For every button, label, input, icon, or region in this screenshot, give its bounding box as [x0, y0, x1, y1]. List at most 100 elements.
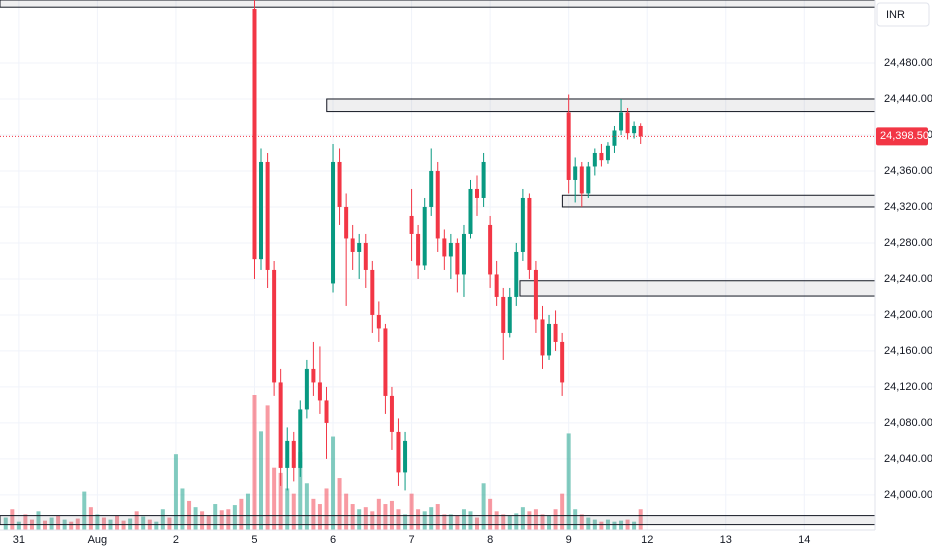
volume-bar	[409, 493, 414, 530]
volume-bar	[226, 509, 231, 530]
y-tick-label: 24,000.00	[884, 489, 932, 501]
volume-bar	[501, 514, 506, 530]
volume-bar	[547, 515, 552, 530]
candle-body	[409, 215, 414, 234]
y-tick-label: 24,240.00	[884, 273, 932, 285]
volume-bar	[331, 436, 336, 530]
volume-bar	[298, 452, 303, 530]
x-tick-label: 5	[251, 534, 257, 546]
volume-bar	[121, 520, 126, 530]
candle-body	[376, 314, 381, 329]
candle-body	[488, 224, 493, 275]
y-tick-label: 24,120.00	[884, 381, 932, 393]
volume-bar	[16, 521, 21, 530]
candle-body	[298, 409, 303, 468]
volume-bar	[507, 515, 512, 530]
candle-body	[520, 197, 525, 252]
candle-body	[389, 395, 394, 432]
volume-bar	[101, 517, 106, 530]
volume-bar	[141, 516, 146, 530]
candle-body	[540, 319, 545, 356]
volume-bar	[403, 514, 408, 530]
volume-bar	[115, 515, 120, 530]
volume-bar	[566, 433, 571, 530]
candle-layer	[252, 0, 643, 491]
volume-bar	[82, 491, 87, 530]
volume-bar	[200, 511, 205, 530]
last-price-label: 24,398.50	[880, 130, 929, 142]
currency-box[interactable]	[876, 2, 930, 27]
volume-bar	[638, 509, 643, 530]
volume-bar	[337, 478, 342, 530]
candle-body	[494, 274, 499, 297]
volume-bar	[219, 510, 224, 530]
volume-bar	[350, 504, 355, 530]
volume-bar	[259, 431, 264, 530]
volume-bar	[488, 498, 493, 530]
volume-bar	[435, 504, 440, 530]
volume-bar	[416, 509, 421, 530]
volume-bar	[160, 509, 165, 530]
volume-bar	[43, 520, 48, 530]
candle-body	[514, 251, 519, 297]
volume-bar	[579, 514, 584, 530]
volume-bar	[88, 507, 93, 530]
volume-bar	[206, 515, 211, 530]
candle-body	[350, 238, 355, 252]
candle-body	[435, 170, 440, 239]
price-axis-bg	[875, 0, 932, 550]
overlay: INR 24,398.50	[0, 2, 930, 146]
volume-bar	[272, 467, 277, 530]
x-tick-label: 2	[173, 534, 179, 546]
volume-bar	[213, 504, 218, 530]
price-zone	[0, 0, 875, 8]
volume-bar	[475, 517, 480, 530]
x-tick-label: 14	[798, 534, 810, 546]
volume-bar	[278, 472, 283, 530]
volume-bar	[632, 521, 637, 530]
volume-bar	[586, 517, 591, 530]
volume-layer	[3, 395, 643, 530]
currency-label[interactable]: INR	[886, 9, 905, 21]
last-price-tag	[876, 127, 928, 146]
x-tick-label: 13	[720, 534, 732, 546]
candle-body	[619, 112, 624, 131]
candle-body	[579, 166, 584, 194]
volume-bar	[396, 509, 401, 530]
candle-body	[422, 206, 427, 266]
candle-body	[337, 161, 342, 207]
candle-body	[324, 400, 329, 423]
candle-body	[632, 125, 637, 134]
volume-bar	[291, 493, 296, 530]
y-tick-label: 24,200.00	[884, 309, 932, 321]
volume-bar	[363, 507, 368, 530]
volume-bar	[422, 511, 427, 530]
volume-bar	[167, 517, 172, 530]
candle-body	[448, 242, 453, 257]
price-zone	[326, 98, 875, 113]
candle-body	[533, 269, 538, 320]
candle-body	[416, 233, 421, 266]
volume-bar	[154, 521, 159, 530]
price-zone	[561, 194, 875, 208]
candle-body	[285, 440, 290, 468]
candle-body	[370, 269, 375, 315]
zone-layer	[0, 0, 875, 526]
y-tick-label: 24,160.00	[884, 345, 932, 357]
candle-body	[605, 145, 610, 161]
candle-body	[403, 440, 408, 473]
candle-body	[553, 323, 558, 342]
volume-bar	[324, 488, 329, 530]
volume-bar	[540, 514, 545, 530]
volume-bar	[448, 514, 453, 530]
volume-bar	[134, 511, 139, 530]
candle-body	[592, 152, 597, 167]
candle-body	[259, 161, 264, 260]
candle-body	[625, 112, 630, 134]
volume-bar	[533, 509, 538, 530]
price-zone	[519, 280, 875, 297]
candle-body	[442, 238, 447, 257]
volume-bar	[173, 454, 178, 530]
x-tick-label: Aug	[88, 534, 108, 546]
volume-bar	[357, 509, 362, 530]
